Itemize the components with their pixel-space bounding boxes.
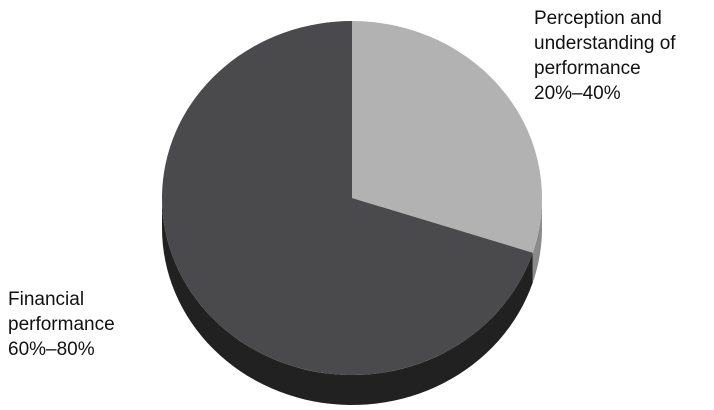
slice-label-line: Financial xyxy=(8,289,85,310)
slice-range-label: 20%–40% xyxy=(534,83,621,104)
slice-label-line: performance xyxy=(534,58,641,79)
slice-label-line: Perception and xyxy=(534,8,662,29)
slice-label-financial: Financial performance 60%–80% xyxy=(8,287,115,362)
pie-slice-1 xyxy=(162,21,533,376)
slice-label-line: performance xyxy=(8,314,115,335)
slice-range-label: 60%–80% xyxy=(8,339,95,360)
slice-label-line: understanding of xyxy=(534,33,676,54)
slice-label-perception: Perception and understanding of performa… xyxy=(534,6,676,106)
pie-slice-0 xyxy=(352,21,543,253)
pie-slice-side-1 xyxy=(162,198,533,405)
pie-slice-side-0 xyxy=(532,198,542,283)
